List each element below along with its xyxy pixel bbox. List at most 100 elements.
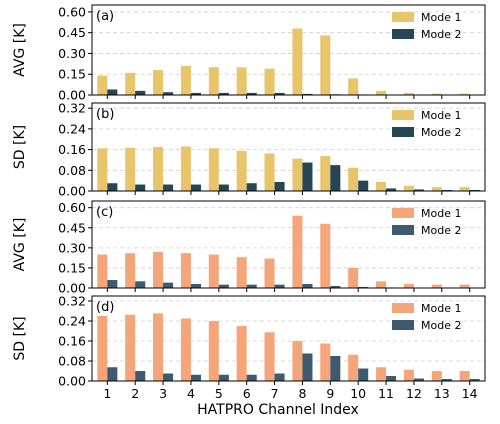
y-tick-label: 0.08 bbox=[58, 163, 86, 178]
bar-mode2 bbox=[274, 373, 285, 381]
y-tick-label: 0.00 bbox=[58, 281, 86, 296]
x-tick-label: 2 bbox=[131, 386, 139, 401]
bar-mode2 bbox=[107, 279, 118, 288]
legend-label: Mode 1 bbox=[421, 11, 461, 24]
legend: Mode 1 Mode 2 bbox=[392, 207, 461, 237]
bar-mode1 bbox=[292, 28, 303, 96]
legend-swatch-mode1 bbox=[392, 12, 414, 22]
legend-label: Mode 2 bbox=[421, 28, 461, 41]
x-tick-label: 11 bbox=[378, 386, 394, 401]
bar-mode2 bbox=[330, 165, 341, 191]
bar-mode2 bbox=[358, 368, 369, 381]
bar-mode2 bbox=[190, 283, 201, 288]
bar-mode2 bbox=[358, 180, 369, 191]
bar-mode1 bbox=[208, 321, 219, 381]
bar-mode1 bbox=[320, 35, 331, 95]
bar-mode1 bbox=[292, 215, 303, 288]
bar-mode2 bbox=[246, 92, 257, 95]
bar-mode2 bbox=[163, 282, 174, 288]
y-tick-label: 0.00 bbox=[58, 184, 86, 199]
bar-mode2 bbox=[302, 353, 313, 381]
legend: Mode 1 Mode 2 bbox=[392, 302, 461, 332]
y-tick-label: 0.16 bbox=[58, 142, 86, 157]
y-tick-label: 0.60 bbox=[58, 200, 86, 215]
y-tick-label: 0.15 bbox=[58, 260, 86, 275]
bar-mode1 bbox=[403, 283, 414, 288]
legend-label: Mode 2 bbox=[421, 224, 461, 237]
bar-mode1 bbox=[376, 281, 387, 288]
y-axis-label: SD [K] bbox=[12, 316, 28, 360]
y-tick-label: 0.60 bbox=[58, 4, 86, 19]
y-tick-label: 0.00 bbox=[58, 374, 86, 389]
bar-mode2 bbox=[218, 92, 229, 95]
bar-mode1 bbox=[208, 254, 219, 288]
bar-mode1 bbox=[459, 371, 470, 381]
bar-mode1 bbox=[180, 253, 191, 288]
bar-mode1 bbox=[180, 65, 191, 95]
bar-mode2 bbox=[302, 162, 313, 191]
y-tick-label: 0.45 bbox=[58, 220, 86, 235]
bar-mode1 bbox=[459, 284, 470, 288]
bar-mode2 bbox=[107, 89, 118, 95]
x-tick-label: 3 bbox=[159, 386, 167, 401]
bar-mode1 bbox=[264, 258, 275, 288]
bar-mode1 bbox=[236, 150, 247, 191]
bar-mode2 bbox=[246, 374, 257, 381]
bar-mode2 bbox=[163, 92, 174, 95]
legend-swatch-mode2 bbox=[392, 320, 414, 330]
y-tick-label: 0.08 bbox=[58, 354, 86, 369]
y-tick-label: 0.30 bbox=[58, 46, 86, 61]
x-tick-label: 6 bbox=[243, 386, 251, 401]
x-tick-label: 4 bbox=[187, 386, 195, 401]
legend: Mode 1 Mode 2 bbox=[392, 11, 461, 41]
bar-mode1 bbox=[348, 354, 359, 381]
y-tick-label: 0.24 bbox=[58, 121, 86, 136]
bar-mode2 bbox=[274, 284, 285, 288]
y-tick-label: 0.45 bbox=[58, 25, 86, 40]
bar-mode2 bbox=[441, 379, 452, 381]
bar-mode1 bbox=[459, 93, 470, 95]
bar-mode1 bbox=[125, 253, 136, 288]
legend: Mode 1 Mode 2 bbox=[392, 109, 461, 139]
x-tick-label: 10 bbox=[350, 386, 366, 401]
bar-mode1 bbox=[97, 316, 108, 381]
x-axis-label: HATPRO Channel Index bbox=[197, 402, 359, 418]
x-tick-label: 7 bbox=[271, 386, 279, 401]
bar-mode1 bbox=[431, 93, 442, 95]
bar-mode2 bbox=[386, 376, 397, 381]
bar-mode1 bbox=[320, 343, 331, 381]
bar-mode1 bbox=[376, 181, 387, 191]
bar-mode1 bbox=[125, 314, 136, 381]
bar-mode2 bbox=[190, 92, 201, 95]
bar-mode1 bbox=[236, 326, 247, 381]
bar-mode1 bbox=[459, 187, 470, 191]
bar-mode1 bbox=[153, 251, 164, 288]
bar-mode1 bbox=[208, 148, 219, 191]
x-tick-label: 5 bbox=[215, 386, 223, 401]
bar-mode2 bbox=[302, 283, 313, 288]
bar-mode1 bbox=[376, 90, 387, 95]
bar-mode2 bbox=[135, 371, 146, 381]
bar-mode1 bbox=[348, 78, 359, 95]
bar-mode2 bbox=[330, 356, 341, 381]
legend-label: Mode 1 bbox=[421, 109, 461, 122]
panel-tag: (a) bbox=[96, 9, 114, 24]
bar-mode1 bbox=[264, 332, 275, 381]
y-tick-label: 0.30 bbox=[58, 240, 86, 255]
bar-mode2 bbox=[107, 367, 118, 381]
bar-mode2 bbox=[469, 379, 480, 381]
bar-mode2 bbox=[190, 374, 201, 381]
bar-mode1 bbox=[153, 70, 164, 95]
bar-mode1 bbox=[236, 257, 247, 288]
bar-mode1 bbox=[264, 68, 275, 95]
legend-swatch-mode1 bbox=[392, 110, 414, 120]
legend-swatch-mode1 bbox=[392, 303, 414, 313]
bar-mode1 bbox=[264, 153, 275, 191]
bar-mode2 bbox=[135, 281, 146, 288]
bar-mode1 bbox=[97, 254, 108, 288]
plot-frame bbox=[91, 295, 486, 382]
bar-mode2 bbox=[413, 189, 424, 191]
bar-mode1 bbox=[153, 313, 164, 381]
